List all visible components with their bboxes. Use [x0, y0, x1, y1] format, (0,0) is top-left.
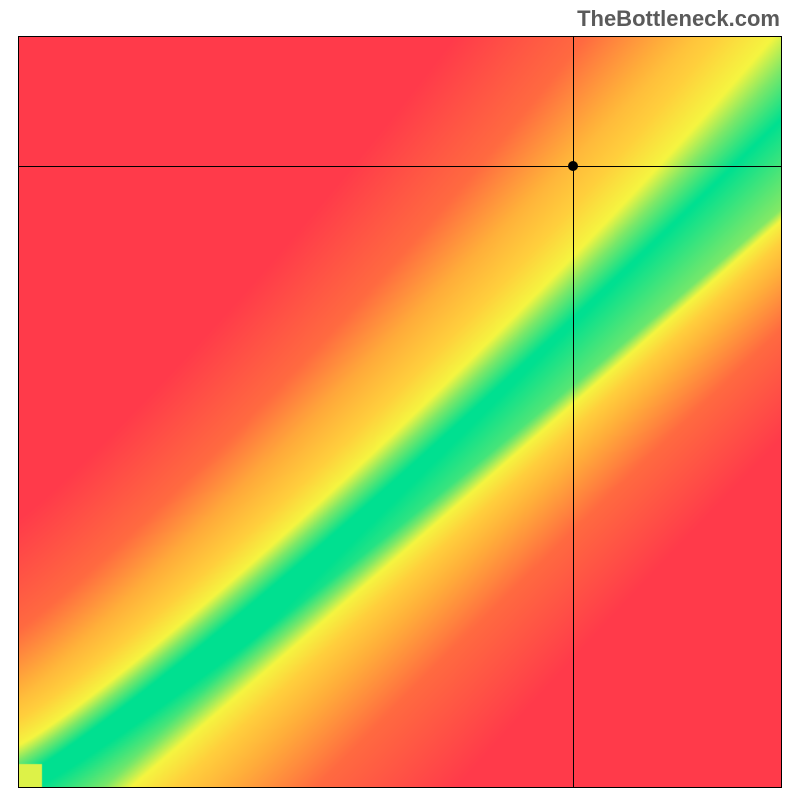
heatmap-canvas — [19, 37, 781, 787]
bottleneck-heatmap — [18, 36, 782, 788]
crosshair-horizontal — [19, 166, 781, 167]
crosshair-marker — [568, 161, 578, 171]
crosshair-vertical — [573, 37, 574, 787]
watermark: TheBottleneck.com — [577, 6, 780, 32]
